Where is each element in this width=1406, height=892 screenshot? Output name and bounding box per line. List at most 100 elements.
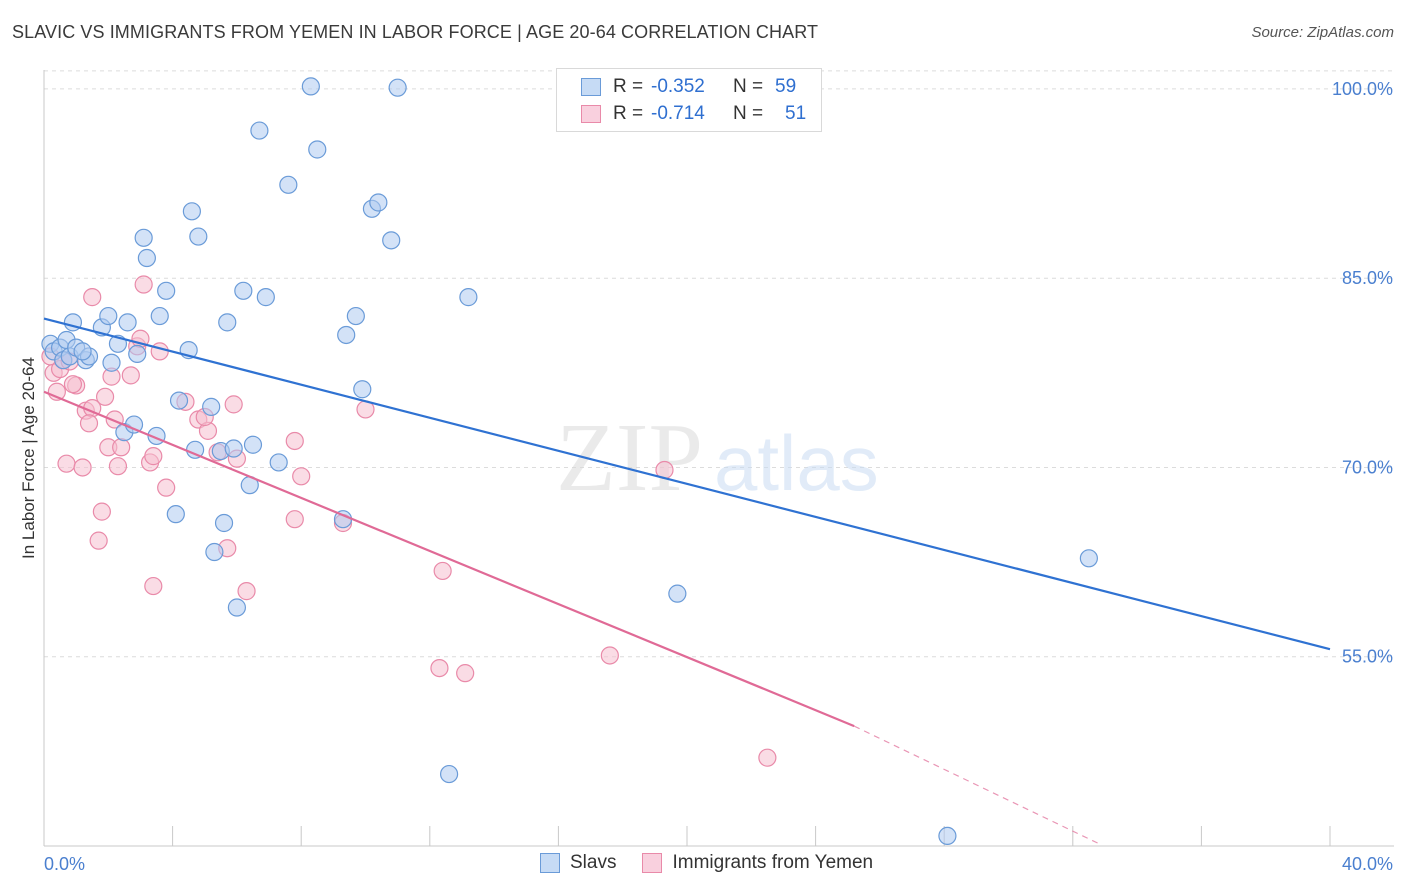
series-slavs bbox=[41, 77, 1098, 846]
y-tick-label: 85.0% bbox=[1342, 268, 1393, 288]
point-slavs bbox=[134, 228, 153, 247]
point-slavs bbox=[182, 202, 201, 221]
point-slavs bbox=[73, 342, 92, 361]
point-slavs bbox=[256, 288, 275, 307]
watermark-zip: ZIP bbox=[556, 404, 703, 512]
legend-r-value: -0.714 bbox=[651, 103, 705, 124]
point-slavs bbox=[668, 584, 687, 603]
point-yemen bbox=[108, 457, 128, 476]
y-tick-label: 100.0% bbox=[1332, 79, 1393, 99]
point-slavs bbox=[346, 306, 365, 326]
point-yemen bbox=[89, 531, 108, 550]
legend-n-label: N = bbox=[733, 76, 764, 97]
trendline-slavs bbox=[43, 317, 1331, 651]
point-yemen bbox=[224, 395, 243, 414]
point-yemen bbox=[292, 467, 311, 486]
point-slavs bbox=[308, 140, 327, 159]
series-legend: Slavs Immigrants from Yemen bbox=[540, 852, 899, 874]
point-slavs bbox=[382, 231, 401, 250]
point-yemen bbox=[285, 431, 304, 451]
legend-r-value: -0.352 bbox=[651, 76, 705, 97]
point-yemen bbox=[63, 375, 83, 394]
point-slavs bbox=[439, 764, 459, 784]
point-slavs bbox=[137, 248, 156, 268]
legend-swatch-yemen bbox=[642, 853, 663, 873]
stats-legend: R = -0.352 N = 59 R = -0.714 N = 51 bbox=[556, 68, 822, 132]
point-slavs bbox=[1079, 549, 1098, 568]
tick-labels: 100.0% 85.0% 70.0% 55.0% 0.0% 40.0% bbox=[44, 79, 1393, 874]
source-credit: Source: ZipAtlas.com bbox=[1251, 24, 1394, 41]
point-slavs bbox=[99, 306, 118, 326]
point-yemen bbox=[92, 502, 111, 521]
point-slavs bbox=[234, 281, 253, 300]
legend-item-slavs: Slavs bbox=[540, 852, 616, 874]
point-yemen bbox=[121, 366, 140, 385]
legend-n-value: 59 bbox=[775, 76, 797, 97]
point-slavs bbox=[166, 505, 185, 524]
point-slavs bbox=[118, 313, 137, 332]
point-slavs bbox=[157, 281, 176, 300]
legend-swatch-yemen bbox=[581, 105, 601, 123]
point-yemen bbox=[144, 576, 163, 596]
point-slavs bbox=[337, 325, 356, 345]
point-slavs bbox=[243, 435, 263, 454]
point-slavs bbox=[150, 306, 169, 326]
point-slavs bbox=[202, 397, 221, 416]
y-axis-label: In Labor Force | Age 20-64 bbox=[19, 357, 38, 559]
point-yemen bbox=[79, 414, 99, 433]
point-slavs bbox=[388, 78, 407, 97]
trendline-yemen bbox=[43, 390, 855, 728]
point-slavs bbox=[279, 175, 298, 194]
point-slavs bbox=[459, 288, 478, 307]
point-yemen bbox=[134, 275, 153, 294]
point-slavs bbox=[227, 598, 246, 617]
legend-r-label: R = bbox=[613, 76, 644, 97]
point-slavs bbox=[301, 77, 320, 96]
point-yemen bbox=[144, 447, 163, 466]
point-yemen bbox=[150, 342, 169, 361]
point-yemen bbox=[600, 646, 619, 665]
point-slavs bbox=[128, 344, 147, 364]
legend-swatch-slavs bbox=[581, 78, 601, 96]
y-tick-label: 55.0% bbox=[1342, 647, 1393, 667]
x-tick-label: 40.0% bbox=[1342, 854, 1393, 874]
point-slavs bbox=[353, 380, 372, 399]
point-yemen bbox=[157, 478, 176, 497]
point-yemen bbox=[285, 510, 304, 529]
grid-lines bbox=[44, 70, 1394, 658]
point-yemen bbox=[95, 387, 115, 406]
legend-r-label: R = bbox=[613, 103, 644, 124]
chart-title: SLAVIC VS IMMIGRANTS FROM YEMEN IN LABOR… bbox=[12, 22, 819, 42]
point-slavs bbox=[938, 826, 957, 846]
point-slavs bbox=[189, 227, 208, 246]
point-yemen bbox=[83, 288, 102, 307]
x-tick-label: 0.0% bbox=[44, 854, 85, 874]
point-slavs bbox=[224, 439, 243, 458]
point-yemen bbox=[430, 658, 449, 678]
point-yemen bbox=[456, 664, 475, 683]
legend-item-yemen: Immigrants from Yemen bbox=[642, 852, 873, 874]
watermark-atlas: atlas bbox=[714, 419, 879, 507]
point-slavs bbox=[218, 313, 237, 332]
point-yemen bbox=[57, 454, 76, 473]
point-yemen bbox=[73, 458, 92, 477]
watermark: ZIP atlas bbox=[556, 404, 879, 512]
legend-n-label: N = bbox=[733, 103, 764, 124]
point-yemen bbox=[433, 561, 452, 581]
point-slavs bbox=[369, 193, 388, 212]
point-slavs bbox=[214, 513, 234, 533]
point-slavs bbox=[169, 391, 189, 410]
trendlines bbox=[43, 317, 1331, 845]
point-slavs bbox=[250, 121, 269, 140]
legend-row-yemen: R = -0.714 N = 51 bbox=[581, 102, 806, 126]
legend-swatch-slavs bbox=[540, 853, 560, 873]
y-tick-label: 70.0% bbox=[1342, 457, 1393, 477]
legend-label-yemen: Immigrants from Yemen bbox=[672, 852, 874, 873]
axes bbox=[43, 70, 1394, 847]
point-yemen bbox=[758, 748, 777, 767]
legend-row-slavs: R = -0.352 N = 59 bbox=[581, 75, 796, 99]
series-yemen bbox=[41, 275, 777, 767]
point-slavs bbox=[205, 542, 224, 562]
point-slavs bbox=[269, 453, 288, 472]
